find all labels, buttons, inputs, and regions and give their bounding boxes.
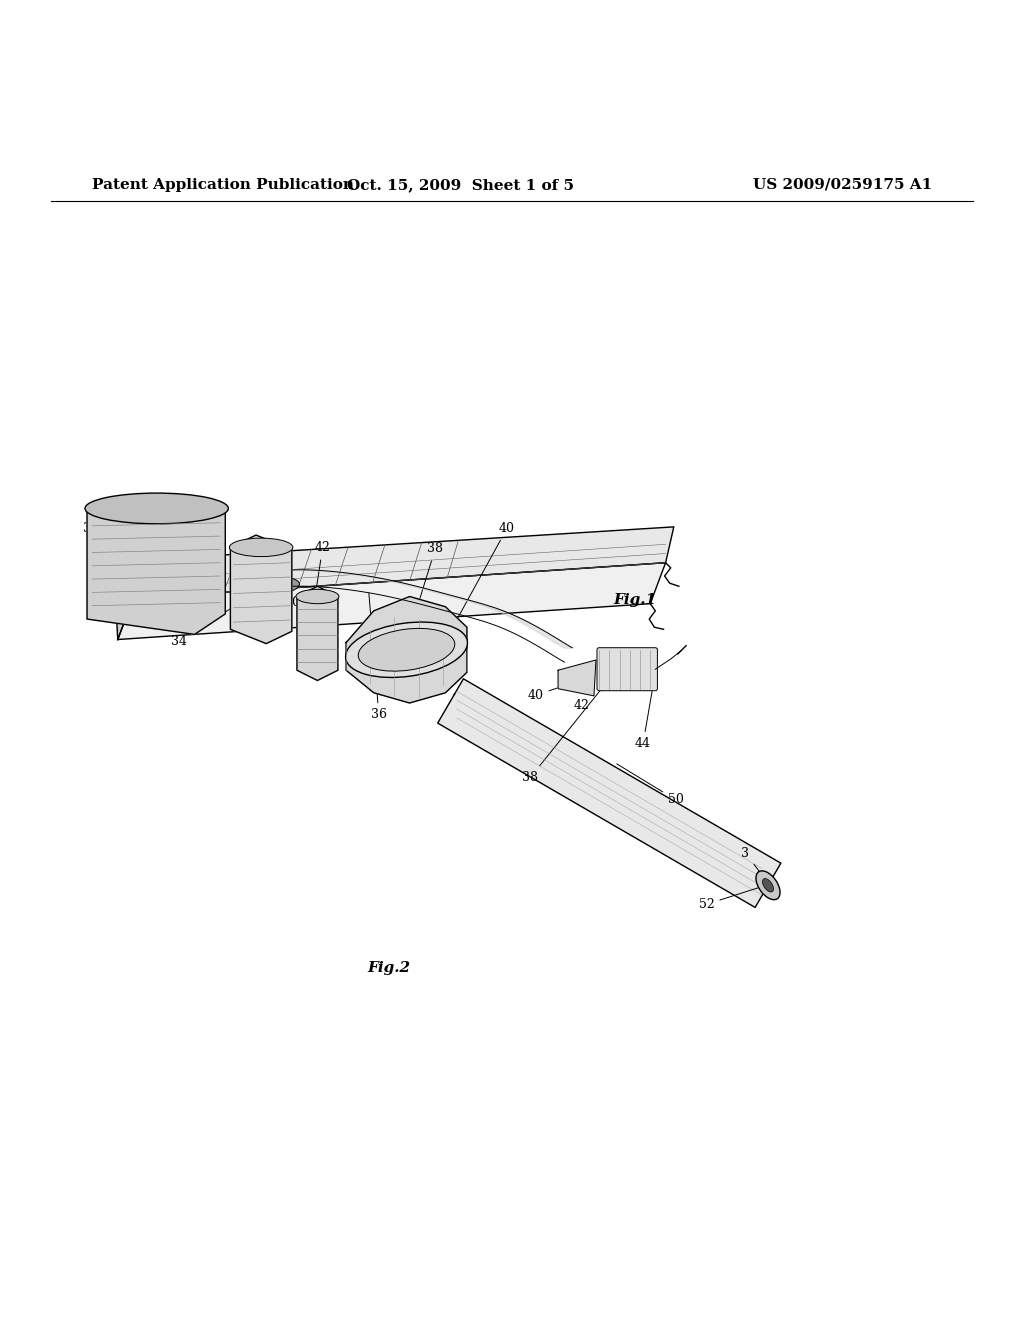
Ellipse shape (85, 494, 228, 524)
Text: 32: 32 (147, 587, 187, 619)
Text: 42: 42 (573, 690, 592, 713)
Text: 42: 42 (314, 541, 331, 591)
Polygon shape (346, 597, 467, 704)
Text: Fig.1: Fig.1 (613, 593, 656, 607)
Text: 38: 38 (522, 677, 610, 784)
Text: 3: 3 (741, 846, 764, 878)
Ellipse shape (244, 577, 299, 595)
Polygon shape (116, 560, 148, 639)
Polygon shape (297, 586, 338, 681)
Text: Oct. 15, 2009  Sheet 1 of 5: Oct. 15, 2009 Sheet 1 of 5 (347, 178, 574, 191)
Ellipse shape (358, 628, 455, 671)
Ellipse shape (229, 539, 293, 557)
Polygon shape (118, 562, 666, 639)
Text: 34: 34 (171, 591, 259, 648)
Text: 50: 50 (616, 764, 684, 807)
Text: Fig.2: Fig.2 (368, 961, 411, 975)
Polygon shape (437, 678, 781, 907)
Ellipse shape (756, 871, 780, 900)
Text: 30: 30 (284, 594, 307, 609)
Text: 52: 52 (698, 886, 763, 911)
Ellipse shape (296, 589, 339, 603)
Text: 38: 38 (408, 543, 443, 639)
Text: US 2009/0259175 A1: US 2009/0259175 A1 (753, 178, 932, 191)
Ellipse shape (763, 879, 773, 892)
Ellipse shape (345, 622, 468, 677)
Text: Patent Application Publication: Patent Application Publication (92, 178, 354, 191)
Text: 3: 3 (83, 512, 91, 535)
Text: 46: 46 (159, 499, 208, 561)
FancyBboxPatch shape (597, 648, 657, 690)
Text: 36: 36 (369, 593, 387, 721)
Text: 40: 40 (441, 521, 515, 647)
Polygon shape (230, 535, 292, 644)
Text: 40: 40 (527, 684, 570, 702)
Text: 44: 44 (635, 675, 655, 750)
Polygon shape (87, 496, 225, 635)
Polygon shape (558, 660, 596, 696)
Polygon shape (133, 527, 674, 598)
